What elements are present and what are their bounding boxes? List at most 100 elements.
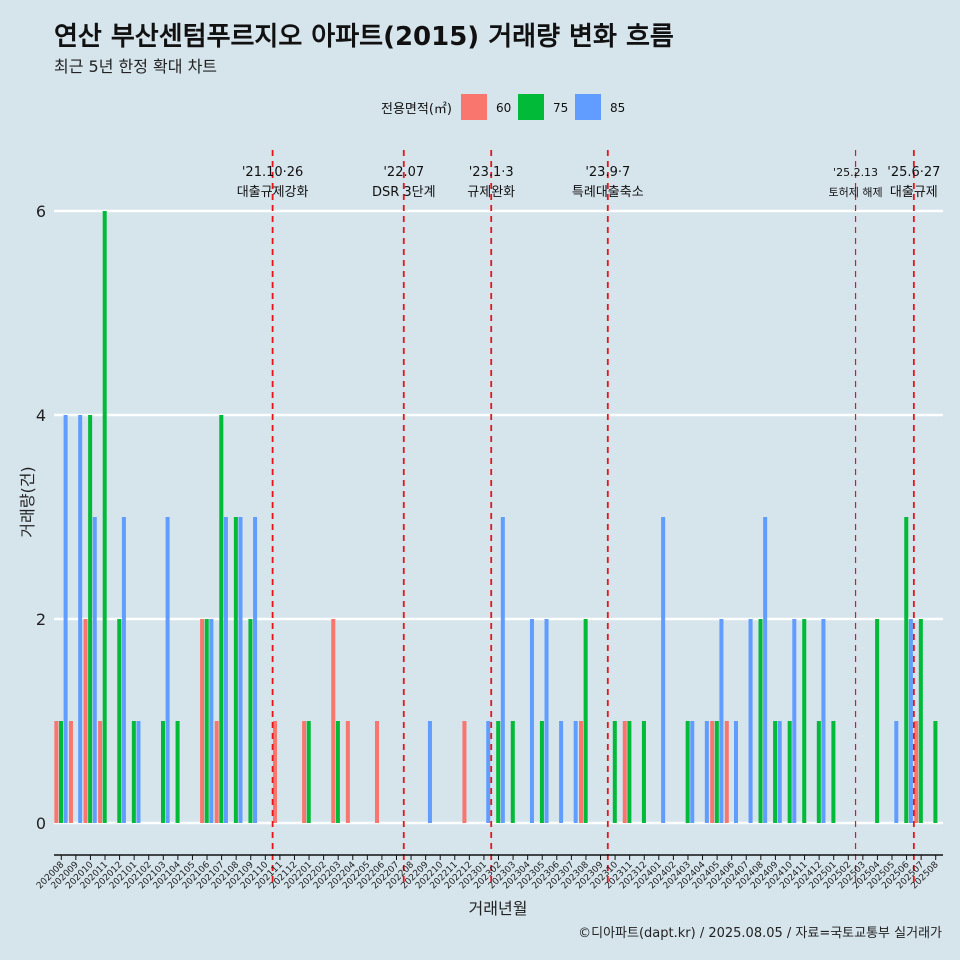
bar-85-202305 — [544, 619, 549, 823]
bar-75-202409 — [773, 721, 778, 823]
y-tick-label: 4 — [36, 406, 46, 425]
bar-60-202308 — [579, 721, 584, 823]
y-tick-label: 0 — [36, 814, 46, 833]
bar-85-202107 — [223, 517, 228, 823]
bar-85-202209 — [427, 721, 432, 823]
bar-75-202308 — [583, 619, 588, 823]
bar-60-202311 — [622, 721, 627, 823]
bar-75-202310 — [612, 721, 617, 823]
bar-60-202111 — [272, 721, 277, 823]
legend-swatch-85 — [575, 94, 601, 120]
bar-75-202201 — [306, 721, 311, 823]
bar-85-202009 — [78, 415, 83, 823]
bar-75-202507 — [918, 619, 923, 823]
bar-85-202405 — [719, 619, 724, 823]
bar-75-202412 — [816, 721, 821, 823]
bar-85-202302 — [500, 517, 505, 823]
event-lines — [271, 150, 915, 884]
bar-75-202010 — [88, 415, 93, 823]
event-annotations: '21.10·26 대출규제강화 '22.07 DSR 3단계 '23.1·3 규제완화 '… — [237, 165, 941, 200]
legend-title: 전용면적(㎡) — [381, 102, 452, 117]
bar-60-202406 — [724, 721, 729, 823]
bar-75-202107 — [219, 415, 224, 823]
bar-60-202206 — [374, 721, 380, 823]
bar-60-202203 — [331, 619, 336, 823]
event-date-label: '21.10·26 — [242, 165, 303, 180]
legend-swatch-60 — [461, 94, 487, 120]
bar-85-202301 — [486, 721, 491, 823]
bar-75-202008 — [58, 721, 63, 823]
bar-75-202508 — [933, 721, 938, 823]
bar-85-202106 — [209, 619, 214, 823]
bar-75-202104 — [175, 721, 180, 823]
event-name-label: 토허제 해제 — [829, 185, 883, 199]
bar-75-202103 — [160, 721, 166, 823]
bar-60-202107 — [214, 721, 219, 823]
bar-75-202302 — [496, 721, 501, 823]
event-name-label: 규제완화 — [467, 185, 515, 200]
event-date-label: '23.9·7 — [585, 165, 630, 180]
event-date-label: '25.6·27 — [887, 165, 940, 180]
bar-85-202101 — [136, 721, 141, 823]
bar-85-202406 — [733, 721, 739, 823]
event-date-label: '25.2.13 — [833, 166, 878, 179]
bar-75-202011 — [102, 211, 107, 823]
bar-85-202410 — [792, 619, 797, 823]
y-axis-label: 거래량(건) — [18, 466, 37, 537]
legend: 전용면적(㎡) 60 75 85 — [381, 94, 625, 120]
bar-60-202008 — [54, 721, 59, 823]
bar-85-202307 — [573, 721, 578, 823]
bar-85-202108 — [238, 517, 243, 823]
bar-75-202012 — [117, 619, 122, 823]
bar-60-202405 — [710, 721, 715, 823]
bar-85-202404 — [704, 721, 709, 823]
bar-75-202312 — [641, 721, 646, 823]
bar-85-202010 — [92, 517, 97, 823]
bar-85-202403 — [690, 721, 695, 823]
bar-85-202407 — [748, 619, 753, 823]
bar-75-202410 — [787, 721, 792, 823]
bar-75-202311 — [627, 721, 632, 823]
bar-85-202306 — [559, 721, 564, 823]
bar-60-202106 — [200, 619, 205, 823]
bar-85-202401 — [661, 517, 666, 823]
x-axis-label: 거래년월 — [469, 899, 528, 918]
bar-75-202305 — [539, 721, 544, 823]
bar-75-202411 — [802, 619, 807, 823]
event-name-label: DSR 3단계 — [372, 185, 436, 200]
chart-subtitle: 최근 5년 한정 확대 차트 — [54, 57, 218, 76]
bar-75-202405 — [714, 721, 719, 823]
bar-85-202109 — [253, 517, 258, 823]
bar-60-202212 — [462, 721, 467, 823]
chart-title: 연산 부산센텀푸르지오 아파트(2015) 거래량 변화 흐름 — [54, 22, 674, 52]
bar-75-202403 — [685, 721, 690, 823]
event-date-label: '23.1·3 — [469, 165, 514, 180]
source-caption: ©디아파트(dapt.kr) / 2025.08.05 / 자료=국토교통부 실… — [578, 926, 942, 941]
bar-85-202506 — [908, 619, 913, 823]
bar-85-202409 — [777, 721, 782, 823]
bars — [54, 211, 938, 823]
bar-60-202011 — [98, 721, 103, 823]
bar-75-202101 — [131, 721, 136, 823]
y-tick-label: 2 — [36, 610, 46, 629]
event-name-label: 대출규제강화 — [237, 185, 309, 200]
legend-label-75: 75 — [553, 101, 568, 115]
x-axis: 2020082020092020102020112020122021012021… — [35, 854, 943, 891]
bar-85-202103 — [165, 517, 170, 823]
bar-85-202008 — [63, 415, 68, 823]
bar-60-202009 — [68, 721, 73, 823]
event-date-label: '22.07 — [383, 165, 424, 180]
bar-60-202507 — [914, 721, 919, 823]
bar-75-202506 — [904, 517, 909, 823]
bar-85-202505 — [894, 721, 899, 823]
legend-label-85: 85 — [610, 101, 625, 115]
bar-75-202303 — [510, 721, 515, 823]
bar-75-202501 — [831, 721, 836, 823]
bar-75-202203 — [335, 721, 340, 823]
bar-75-202504 — [875, 619, 880, 823]
bar-85-202408 — [763, 517, 768, 823]
event-name-label: 특례대출축소 — [572, 185, 644, 200]
bar-75-202106 — [204, 619, 209, 823]
bar-85-202412 — [821, 619, 826, 823]
